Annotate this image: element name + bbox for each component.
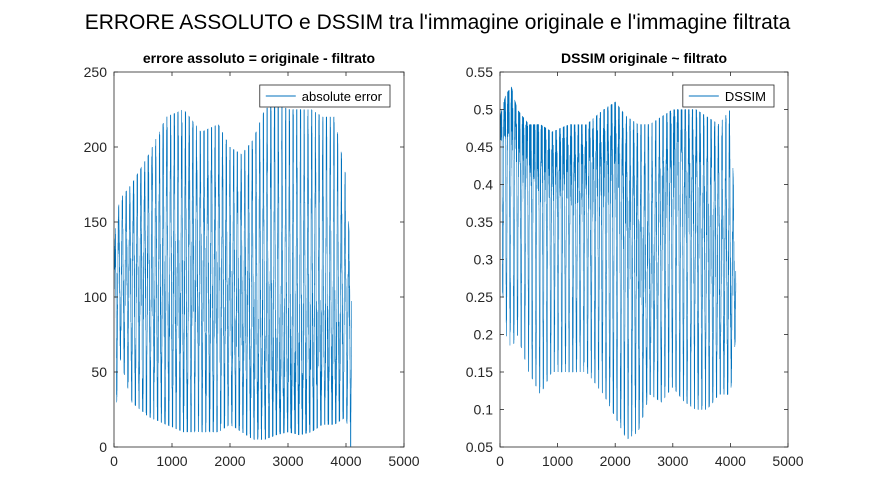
axes-dssim: 0 1000 2000 3000 4000 5000 0.05 0.1 0.15 0.2 0.25 0… (466, 50, 804, 469)
legend-label: absolute error (302, 89, 383, 104)
y-tick-label: 150 (84, 214, 108, 230)
x-tick-label: 1000 (542, 453, 573, 469)
x-tick-label: 0 (496, 453, 504, 469)
x-tick-2000: 2000 (600, 72, 631, 469)
y-tick-0.55: 0.55 (466, 64, 788, 80)
y-tick-label: 0.4 (474, 177, 494, 193)
axes-title: DSSIM originale ~ filtrato (561, 50, 727, 66)
x-tick-0: 0 (496, 72, 504, 469)
x-tick-1000: 1000 (156, 72, 188, 469)
y-tick-100: 100 (84, 289, 404, 305)
y-tick-label: 0.2 (474, 327, 494, 343)
y-tick-50: 50 (91, 364, 404, 380)
x-tick-4000: 4000 (715, 72, 746, 469)
y-tick-200: 200 (84, 139, 404, 155)
x-tick-label: 1000 (156, 453, 187, 469)
x-tick-label: 3000 (657, 453, 688, 469)
x-tick-4000: 4000 (330, 72, 362, 469)
x-tick-label: 3000 (272, 453, 303, 469)
legend-label: DSSIM (725, 89, 766, 104)
x-tick-1000: 1000 (542, 72, 573, 469)
y-tick-150: 150 (84, 214, 404, 230)
y-tick-label: 0.15 (466, 364, 493, 380)
axes-frame (113, 71, 405, 448)
y-tick-label: 250 (84, 64, 108, 80)
x-tick-2000: 2000 (214, 72, 246, 469)
y-tick-0.45: 0.45 (466, 139, 788, 155)
y-tick-label: 200 (84, 139, 108, 155)
y-tick-label: 0.1 (474, 402, 494, 418)
x-tick-label: 2000 (600, 453, 631, 469)
y-tick-0: 0 (99, 439, 404, 455)
y-tick-0.3: 0.3 (474, 252, 788, 268)
y-tick-0.5: 0.5 (474, 102, 788, 118)
y-tick-label: 0.3 (474, 252, 494, 268)
x-tick-label: 5000 (388, 453, 419, 469)
x-tick-5000: 5000 (772, 72, 804, 469)
y-tick-0.1: 0.1 (474, 402, 788, 418)
y-tick-0.05: 0.05 (466, 439, 788, 455)
y-tick-0.35: 0.35 (466, 214, 788, 230)
x-tick-label: 4000 (330, 453, 361, 469)
x-tick-0: 0 (110, 72, 118, 469)
series-line-abs (114, 102, 352, 447)
y-tick-0.2: 0.2 (474, 327, 788, 343)
y-tick-label: 0.35 (466, 214, 493, 230)
legend: DSSIM (682, 84, 775, 108)
y-tick-label: 0.25 (466, 289, 493, 305)
y-tick-label: 0.55 (466, 64, 493, 80)
x-tick-label: 5000 (772, 453, 803, 469)
series-line-dssim (500, 86, 737, 440)
legend: absolute error (259, 84, 391, 108)
axes-absolute-error: 0 1000 2000 3000 4000 5000 0 50 100 150 200 250 erro… (84, 50, 420, 469)
y-tick-250: 250 (84, 64, 404, 80)
x-tick-5000: 5000 (388, 72, 420, 469)
x-tick-label: 4000 (715, 453, 746, 469)
y-tick-label: 0.5 (474, 102, 494, 118)
figure-title: ERRORE ASSOLUTO e DSSIM tra l'immagine o… (84, 11, 791, 34)
x-tick-3000: 3000 (272, 72, 304, 469)
y-tick-0.15: 0.15 (466, 364, 788, 380)
y-tick-label: 100 (84, 289, 108, 305)
axes-title: errore assoluto = originale - filtrato (143, 50, 375, 66)
y-tick-label: 0.05 (466, 439, 493, 455)
x-tick-3000: 3000 (657, 72, 689, 469)
x-tick-label: 2000 (214, 453, 245, 469)
y-tick-label: 0 (99, 439, 107, 455)
y-tick-label: 0.45 (466, 139, 493, 155)
legend-box (259, 84, 391, 108)
y-tick-label: 50 (91, 364, 107, 380)
x-tick-label: 0 (110, 453, 118, 469)
legend-box (682, 84, 775, 108)
y-tick-0.4: 0.4 (474, 177, 788, 193)
y-tick-0.25: 0.25 (466, 289, 788, 305)
